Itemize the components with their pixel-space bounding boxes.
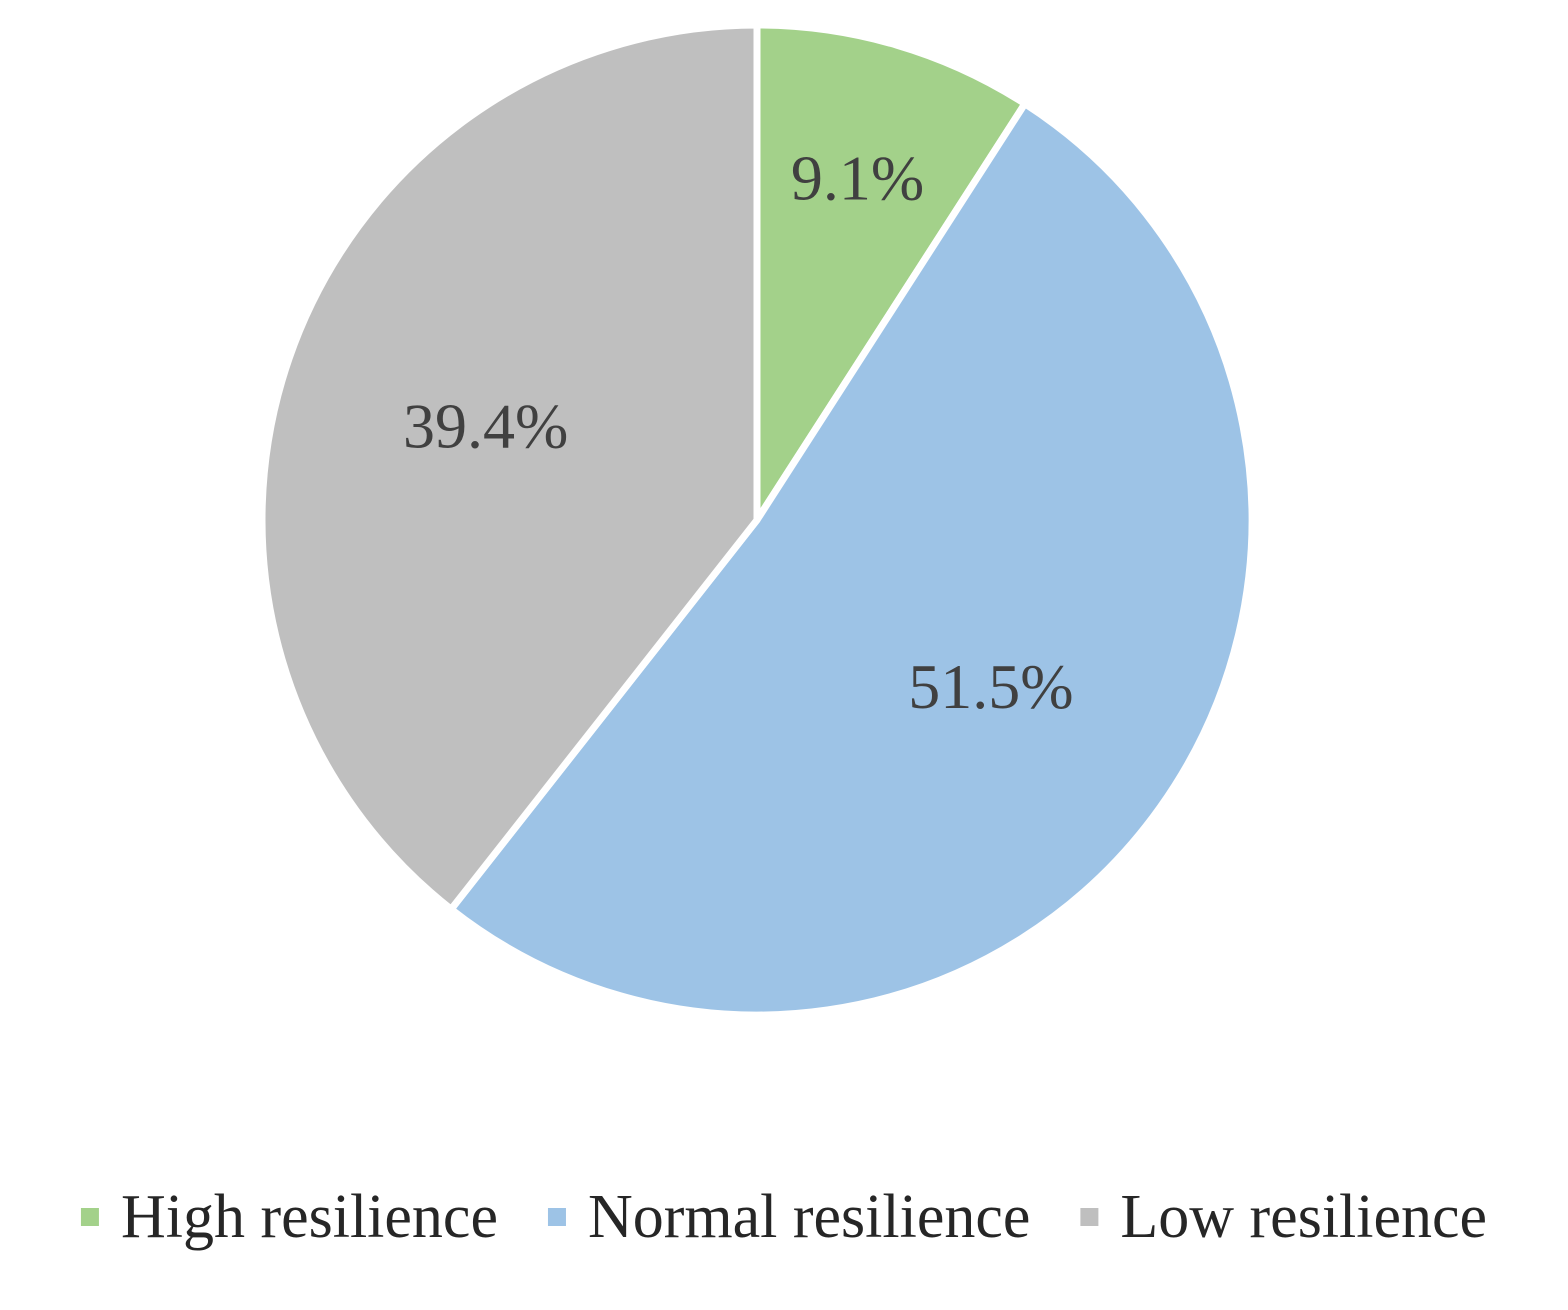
slice-value-label: 51.5%: [908, 651, 1073, 722]
legend-swatch: [1080, 1208, 1099, 1226]
pie-slice-low-resilience: [258, 21, 761, 913]
legend: High resilience Normal resilience Low resi…: [80, 1183, 1487, 1251]
slice-value-label: 9.1%: [791, 143, 924, 214]
legend-label: Low resilience: [1120, 1183, 1487, 1251]
legend-item: High resilience: [80, 1183, 498, 1251]
slice-value-label: 39.4%: [403, 391, 568, 462]
legend-label: High resilience: [121, 1183, 498, 1251]
legend-item: Normal resilience: [547, 1183, 1030, 1251]
legend-swatch: [547, 1208, 566, 1226]
pie-slice-high-resilience: [753, 21, 1029, 524]
legend-label: Normal resilience: [588, 1183, 1030, 1251]
pie-slice-normal-resilience: [447, 100, 1256, 1019]
pie-slices: [258, 21, 1256, 1019]
legend-item: Low resilience: [1080, 1183, 1487, 1251]
slice-labels: 9.1% 51.5% 39.4%: [403, 143, 1073, 722]
legend-swatch: [80, 1208, 99, 1226]
